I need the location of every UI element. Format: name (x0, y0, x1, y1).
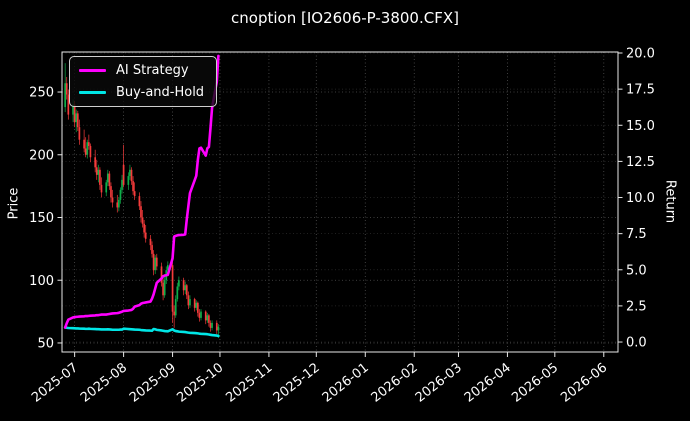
svg-text:150: 150 (29, 211, 54, 226)
svg-text:2026-01: 2026-01 (320, 360, 372, 405)
ai-strategy-line-swatch (79, 69, 106, 72)
svg-text:2026-02: 2026-02 (369, 360, 421, 405)
svg-text:2025-07: 2025-07 (29, 360, 81, 405)
svg-text:200: 200 (29, 148, 54, 163)
svg-text:7.5: 7.5 (626, 227, 647, 242)
chart-title: cnoption [IO2606-P-3800.CFX] (231, 9, 459, 27)
legend: AI Strategy Buy-and-Hold (69, 56, 217, 107)
svg-text:250: 250 (29, 86, 54, 101)
svg-text:17.5: 17.5 (626, 83, 655, 98)
svg-text:5.0: 5.0 (626, 263, 647, 278)
price-axis-label: Price (6, 187, 22, 220)
svg-text:2025-08: 2025-08 (78, 360, 130, 405)
svg-text:10.0: 10.0 (626, 191, 655, 206)
legend-label-ai-strategy: AI Strategy (116, 63, 189, 78)
svg-text:2026-06: 2026-06 (558, 360, 610, 405)
price-axis-ticks: 50 100 150 200 250 (29, 86, 62, 352)
svg-text:0.0: 0.0 (626, 336, 647, 351)
svg-text:2026-05: 2026-05 (509, 360, 561, 405)
svg-text:2.5: 2.5 (626, 299, 647, 314)
svg-text:2025-10: 2025-10 (174, 360, 226, 405)
legend-label-buy-and-hold: Buy-and-Hold (116, 85, 205, 100)
svg-text:2026-04: 2026-04 (462, 360, 514, 405)
legend-item-ai-strategy: AI Strategy (79, 63, 208, 78)
svg-text:12.5: 12.5 (626, 155, 655, 170)
svg-text:100: 100 (29, 274, 54, 289)
svg-text:2025-09: 2025-09 (127, 360, 179, 405)
buy-and-hold-line-swatch (79, 91, 106, 94)
svg-text:2025-12: 2025-12 (271, 360, 323, 405)
return-axis-ticks: 0.0 2.5 5.0 7.5 10.0 12.5 15.0 17.5 20.0 (618, 47, 655, 351)
svg-text:50: 50 (37, 337, 54, 352)
svg-text:2026-03: 2026-03 (413, 360, 465, 405)
svg-text:20.0: 20.0 (626, 47, 655, 62)
axes-spines (61, 51, 619, 353)
x-axis-ticks: 2025-072025-082025-092025-102025-112025-… (29, 352, 610, 406)
ai-strategy-line (63, 54, 220, 329)
legend-item-buy-and-hold: Buy-and-Hold (79, 85, 208, 100)
svg-text:2025-11: 2025-11 (223, 360, 275, 405)
buy-and-hold-line (63, 326, 220, 338)
svg-text:15.0: 15.0 (626, 119, 655, 134)
return-axis-label: Return (662, 179, 678, 224)
